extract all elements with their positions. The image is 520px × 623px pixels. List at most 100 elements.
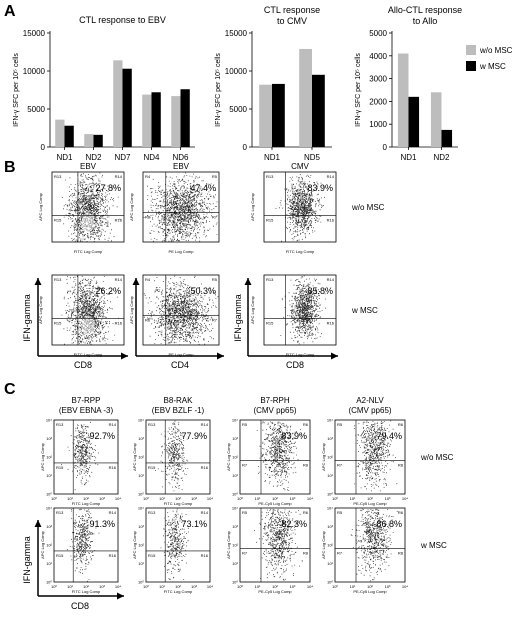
x-tick-label: ND5: [304, 153, 321, 162]
y-channel-label: APC Log Comp: [321, 442, 326, 471]
quadrant-label: R7: [242, 551, 248, 556]
x-decade-label: 10⁴: [207, 496, 213, 501]
y-tick-label: 5000: [369, 29, 387, 38]
x-decade-label: 10³: [385, 496, 391, 501]
quadrant-label: R5: [337, 422, 343, 427]
x-decade-label: 10⁴: [307, 584, 313, 589]
event-dots: [275, 174, 325, 242]
quadrant-label: R14: [327, 277, 335, 282]
x-tick-label: ND1: [400, 153, 417, 162]
percent-label: 91.3%: [89, 519, 115, 529]
x-decade-label: 10²: [272, 584, 278, 589]
x-decade-label: 10²: [367, 584, 373, 589]
x-channel-label: FITC Log Comp: [164, 589, 193, 594]
flow-c-column-header: B7-RPH: [260, 396, 290, 405]
flow-c-column-subheader: (CMV pp65): [348, 406, 391, 415]
x-decade-label: 10⁰: [332, 496, 338, 501]
plot-frame: [53, 507, 119, 583]
y-decade-label: 10³: [232, 524, 238, 529]
flow-c-column-header: B7-RPP: [72, 396, 101, 405]
x-tick-label: ND6: [172, 153, 189, 162]
event-dots: [61, 172, 121, 242]
bar-ND2-without-msc: [430, 92, 442, 147]
x-decade-label: 10⁰: [332, 584, 338, 589]
y-decade-label: 10⁴: [138, 506, 144, 511]
x-channel-label: FITC Log Comp: [286, 352, 315, 357]
flow-c-column-header: A2-NLV: [356, 396, 384, 405]
bar-ND7-with-msc: [122, 68, 132, 147]
x-decade-label: 10⁴: [307, 496, 313, 501]
quadrant-label: R7: [212, 318, 218, 323]
y-arrow-head: [244, 278, 252, 285]
x-decade-label: 10⁰: [143, 496, 149, 501]
quadrant-label: R15: [56, 465, 64, 470]
y-decade-label: 10⁴: [327, 506, 333, 511]
quadrant-label: R7: [337, 551, 343, 556]
y-decade-label: 10¹: [232, 473, 238, 478]
bar-ND5-with-msc: [312, 74, 325, 147]
chart-title: to Allo: [413, 16, 438, 26]
quadrant-label: R14: [201, 422, 209, 427]
y-decade-label: 10³: [46, 524, 52, 529]
quadrant-label: R13: [56, 422, 64, 427]
percent-label: 86.8%: [376, 519, 402, 529]
percent-label: 79.4%: [376, 431, 402, 441]
quadrant-label: R16: [115, 320, 123, 325]
dense-core: [81, 315, 95, 336]
quadrant-label: R8: [303, 551, 309, 556]
flow-b-axes-1: [34, 278, 128, 360]
flow-panel-b: EBV EBV CMV R13 R14 R15 R16 27.8% FITC Log Comp A…: [22, 162, 385, 370]
flow-b-plot-1-3: R13 R14 R15 R16 83.9% FITC Log Comp APC Log Co…: [250, 171, 337, 254]
plot-frame: [145, 507, 211, 583]
quadrant-label: R13: [148, 510, 156, 515]
y-tick-label: 3000: [369, 75, 387, 84]
chart-title: CTL response to EBV: [79, 15, 166, 25]
quadrant-label: R6: [398, 422, 404, 427]
quadrant-label: R14: [201, 510, 209, 515]
y-channel-label: APC Log Comp: [40, 530, 45, 559]
quadrant-label: R16: [327, 217, 335, 222]
percent-label: 50.3%: [190, 286, 216, 296]
x-decade-label: 10²: [175, 584, 181, 589]
plot-frame: [142, 274, 220, 346]
x-decade-label: 10²: [83, 496, 89, 501]
y-decade-label: 10⁰: [138, 492, 144, 497]
x-decade-label: 10⁴: [402, 496, 408, 501]
x-decade-label: 10⁰: [51, 496, 57, 501]
y-channel-label: APC Log Comp: [40, 442, 45, 471]
y-decade-label: 10²: [138, 455, 144, 460]
quadrant-label: R4: [145, 174, 151, 179]
flow-b-plot-2-1: R13 R14 R15 R16 26.2% FITC Log Comp APC Log Co…: [38, 274, 125, 357]
y-decade-label: 10²: [46, 543, 52, 548]
plot-frame: [263, 274, 337, 346]
flow-c-column-subheader: (EBV EBNA -3): [59, 406, 114, 415]
panel-c-letter: C: [4, 381, 16, 398]
x-tick-label: ND2: [433, 153, 450, 162]
y-channel-label: APC Log Comp: [38, 192, 43, 221]
y-decade-label: 10⁰: [46, 492, 52, 497]
y-channel-label: APC Log Comp: [129, 192, 134, 221]
x-decade-label: 10⁰: [237, 584, 243, 589]
flow-c-column-header: B8-RAK: [164, 396, 194, 405]
x-decade-label: 10³: [385, 584, 391, 589]
x-decade-label: 10¹: [350, 496, 356, 501]
plot-frame: [263, 171, 337, 243]
x-channel-label: PE Log Comp: [169, 352, 195, 357]
flow-c-row-label: w/o MSC: [420, 453, 454, 462]
bar-ND7-without-msc: [113, 60, 123, 147]
x-decade-label: 10¹: [67, 496, 73, 501]
y-channel-label: APC Log Comp: [321, 530, 326, 559]
flow-b-plot-1-2: R4 R5 R6 R7 47.4% PE Log Comp APC Log Comp: [129, 171, 220, 254]
x-decade-label: 10⁰: [237, 496, 243, 501]
plot-frame: [145, 419, 211, 495]
y-tick-label: 10000: [225, 67, 248, 76]
flow-b-column-header: EBV: [173, 162, 190, 171]
x-decade-label: 10³: [191, 584, 197, 589]
x-decade-label: 10¹: [159, 496, 165, 501]
x-channel-label: PE-Cy5 Log Comp: [258, 589, 292, 594]
quadrant-label: R5: [212, 277, 218, 282]
